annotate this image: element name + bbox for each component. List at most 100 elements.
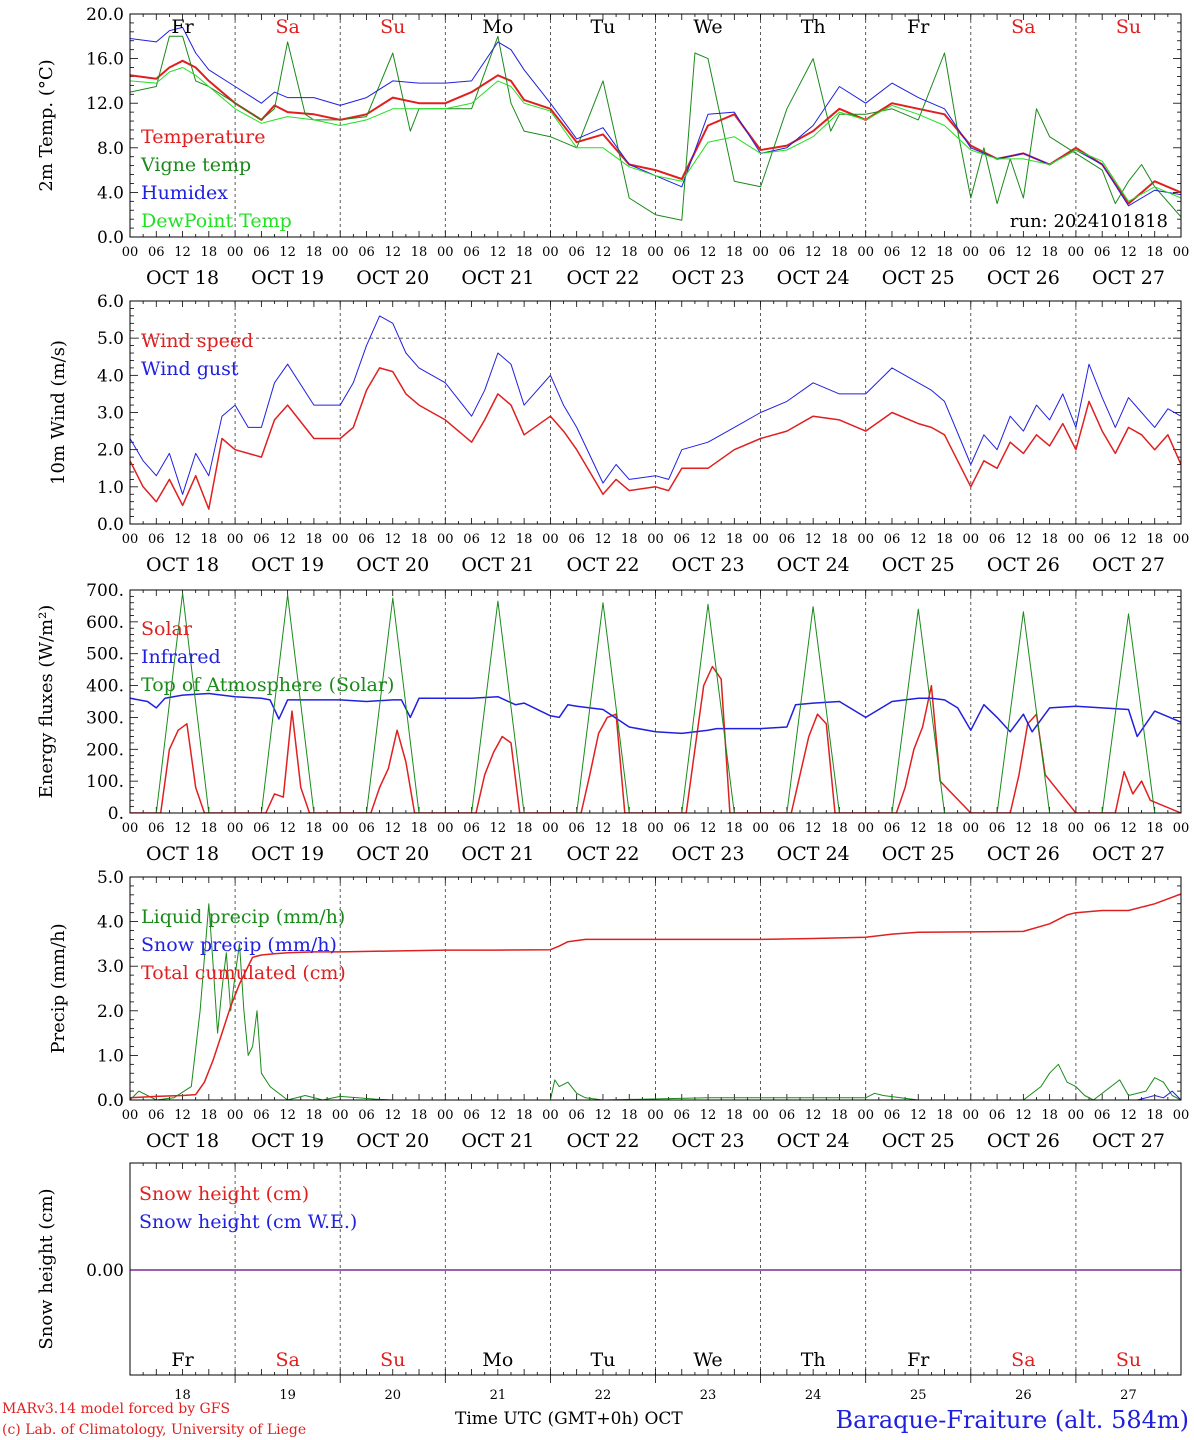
date-label: OCT 20 [356,1130,429,1152]
hour-tick-label: 06 [358,821,375,836]
y-tick-label: 0.0 [97,228,124,248]
date-label: OCT 25 [882,554,955,576]
y-tick-label: 2.0 [97,441,124,461]
y-tick-label: 600. [86,613,124,633]
date-label: OCT 24 [777,554,850,576]
hour-tick-label: 00 [963,1108,980,1123]
hour-tick-label: 12 [279,245,296,260]
legend-entry: Liquid precip (mm/h) [141,906,345,928]
hour-tick-label: 18 [1041,532,1058,547]
hour-tick-label: 00 [752,821,769,836]
date-label: OCT 18 [146,554,219,576]
y-tick-label: 6.0 [97,292,124,312]
panel-energy: 0. 100. 200. 300. 400. 500. 600. 700. Solar Infra… [36,581,1189,865]
hour-tick-label: 00 [857,245,874,260]
hour-tick-label: 00 [647,821,664,836]
series-group [130,26,1181,221]
hour-tick-label: 12 [279,532,296,547]
legend-entry: Solar [141,618,193,640]
date-label: OCT 26 [987,267,1060,289]
hour-tick-label: 12 [490,532,507,547]
hour-tick-label: 00 [857,532,874,547]
hour-tick-label: 18 [516,245,533,260]
hour-tick-label: 18 [726,1108,743,1123]
hour-tick-label: 06 [463,821,480,836]
hour-tick-label: 00 [437,821,454,836]
hour-tick-label: 12 [910,1108,927,1123]
y-tick-label: 0. [108,804,124,824]
hour-tick-label: 00 [1068,1108,1085,1123]
series-infrared [130,692,1181,738]
hour-tick-label: 12 [490,245,507,260]
hour-tick-label: 18 [411,821,428,836]
y-tick-label: 200. [86,740,124,760]
hour-tick-label: 06 [884,245,901,260]
hour-tick-label: 00 [332,532,349,547]
y-tick-label: 12.0 [86,94,124,114]
hour-tick-label: 06 [674,245,691,260]
hour-tick-label: 18 [831,245,848,260]
series-dewpoint-temp [130,67,1181,202]
panel-snow: 0.00 Snow height (cm) Snow height (cm W.E.… [36,1162,1182,1403]
day-name: Mo [482,16,513,38]
hour-tick-label: 18 [411,1108,428,1123]
day-name: Sa [1011,1349,1035,1371]
series-vigne-temp [130,35,1181,221]
date-label: OCT 27 [1092,267,1165,289]
day-number: 25 [910,1388,927,1403]
hour-tick-label: 18 [1041,821,1058,836]
panel-frame [129,876,1182,1101]
hour-tick-label: 06 [989,245,1006,260]
hour-tick-label: 18 [726,245,743,260]
y-tick-label: 16.0 [86,50,124,70]
hour-tick-label: 00 [227,821,244,836]
hour-tick-label: 18 [1146,1108,1163,1123]
hour-tick-label: 12 [1015,532,1032,547]
date-label: OCT 25 [882,1130,955,1152]
hour-tick-label: 12 [595,245,612,260]
date-label: OCT 22 [566,1130,639,1152]
day-name: Sa [275,16,299,38]
date-label: OCT 27 [1092,843,1165,865]
date-label: OCT 27 [1092,554,1165,576]
day-name: Tu [590,16,615,38]
date-label: OCT 24 [777,267,850,289]
panel-wind: 0.0 1.0 2.0 3.0 4.0 5.0 6.0 Wind speed Wind gust… [48,292,1189,576]
hour-tick-label: 18 [306,245,323,260]
y-tick-label: 300. [86,708,124,728]
series-total-cumulated-cm [130,893,1181,1099]
hour-tick-label: 18 [936,1108,953,1123]
hour-tick-label: 12 [1015,821,1032,836]
hour-tick-label: 00 [542,245,559,260]
hour-tick-label: 12 [279,1108,296,1123]
series-temperature [130,59,1181,205]
hour-tick-label: 06 [884,532,901,547]
hour-tick-label: 00 [227,1108,244,1123]
hour-tick-label: 18 [411,532,428,547]
date-label: OCT 23 [672,554,745,576]
hour-tick-label: 06 [463,532,480,547]
y-tick-label: 5.0 [97,329,124,349]
day-number: 22 [595,1388,612,1403]
hour-tick-label: 18 [1041,1108,1058,1123]
hour-tick-label: 00 [437,532,454,547]
hour-tick-label: 06 [779,245,796,260]
hour-tick-label: 00 [647,532,664,547]
hour-tick-label: 00 [1173,245,1190,260]
y-tick-label: 4.0 [97,913,124,933]
hour-tick-label: 00 [542,532,559,547]
hour-tick-label: 12 [700,245,717,260]
date-label: OCT 22 [566,267,639,289]
y-axis-label: Precip (mm/h) [48,923,69,1053]
day-name: Su [1116,16,1141,38]
hour-tick-label: 12 [805,1108,822,1123]
hour-tick-label: 00 [647,245,664,260]
y-tick-label: 1.0 [97,478,124,498]
hour-tick-label: 18 [621,532,638,547]
date-label: OCT 20 [356,267,429,289]
date-label: OCT 19 [251,1130,324,1152]
y-tick-label: 4.0 [97,183,124,203]
date-label: OCT 21 [461,554,534,576]
hour-tick-label: 18 [831,821,848,836]
